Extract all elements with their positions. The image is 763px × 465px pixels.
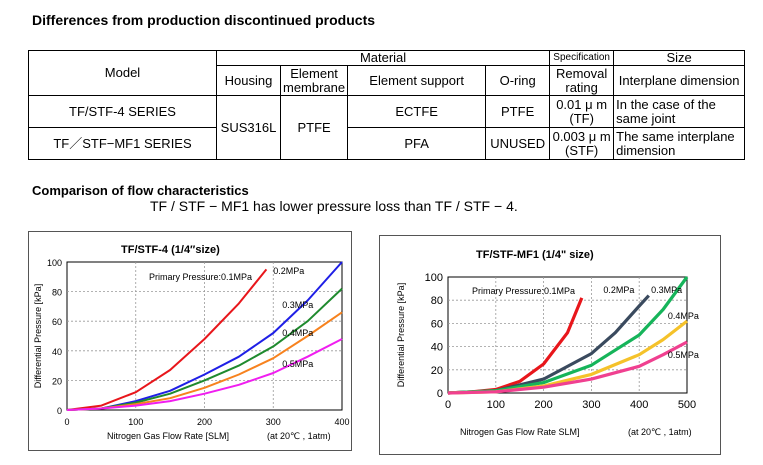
row2-support: PFA	[347, 127, 487, 160]
series-label: 0.4MPa	[668, 311, 699, 321]
section-heading-comparison: Comparison of flow characteristics	[32, 183, 249, 198]
spec-table: Model Material Specification Size Housin…	[28, 50, 746, 160]
row2-rating: 0.003 μ m (STF)	[549, 127, 615, 160]
row2-oring: UNUSED	[485, 127, 551, 160]
row1-size: In the case of the same joint	[613, 95, 746, 128]
conditions-note: (at 20℃ , 1atm)	[267, 431, 331, 441]
y-tick-label: 60	[52, 317, 62, 327]
x-tick-label: 300	[582, 399, 600, 411]
y-tick-label: 0	[437, 388, 443, 400]
series-label: 0.3MPa	[282, 300, 313, 310]
chart-title: TF/STF-MF1 (1/4" size)	[476, 249, 594, 261]
y-axis-label: Differential Pressure [kPa]	[33, 284, 43, 388]
y-tick-label: 20	[431, 365, 443, 377]
primary-pressure-annotation: Primary Pressure:0.1MPa	[149, 272, 252, 282]
comparison-subtitle: TF / STF − MF1 has lower pressure loss t…	[150, 198, 518, 214]
y-tick-label: 40	[52, 347, 62, 357]
section-heading-differences: Differences from production discontinued…	[32, 12, 376, 28]
row1-rating-line1: 0.01 μ m	[556, 96, 608, 112]
x-tick-label: 100	[487, 399, 505, 411]
series-label: 0.4MPa	[282, 328, 313, 338]
x-tick-label: 500	[678, 399, 696, 411]
chart-panel-tf-stf-mf1: 0 20 40 60 80 100 0 100 200 300 400 500 TF/STF-MF1 (…	[379, 235, 721, 455]
chart-tf-stf-mf1: 0 20 40 60 80 100 0 100 200 300 400 500 TF/STF-MF1 (…	[396, 249, 699, 437]
header-interplane-dimension: Interplane dimension	[613, 65, 746, 96]
row2-size-line1: The same interplane	[616, 128, 735, 144]
x-axis-label: Nitrogen Gas Flow Rate SLM]	[460, 427, 580, 437]
chart-title: TF/STF-4 (1/4″size)	[121, 244, 220, 256]
row1-size-line2: same joint	[616, 110, 676, 126]
y-tick-label: 100	[425, 272, 443, 284]
header-material: Material	[215, 50, 551, 66]
series-line-0.1MPa	[66, 268, 268, 411]
y-tick-label: 100	[47, 258, 62, 268]
header-removal-rating: Removal rating	[549, 65, 615, 96]
chart-tf-stf-4: 0 20 40 60 80 100 0 100 200 300 400 TF/STF-4 (1/4″s…	[33, 244, 350, 441]
series-label: 0.2MPa	[273, 266, 304, 276]
row2-size-line2: dimension	[616, 142, 676, 158]
x-tick-label: 200	[534, 399, 552, 411]
y-tick-label: 40	[431, 342, 443, 354]
series-line-0.5MPa	[66, 338, 343, 411]
row1-model: TF/STF-4 SERIES	[28, 95, 217, 128]
header-size: Size	[613, 50, 746, 66]
header-oring: O-ring	[485, 65, 551, 96]
y-tick-label: 80	[52, 288, 62, 298]
x-tick-label: 0	[445, 399, 451, 411]
row2-rating-line2: (STF)	[565, 142, 599, 158]
x-axis-label: Nitrogen Gas Flow Rate [SLM]	[107, 431, 229, 441]
row1-support: ECTFE	[347, 95, 487, 128]
row2-rating-line1: 0.003 μ m	[552, 128, 611, 144]
header-element-membrane: Element membrane	[279, 65, 349, 96]
x-tick-label: 200	[197, 417, 212, 427]
header-removal-line1: Removal	[555, 65, 608, 81]
header-model: Model	[28, 50, 217, 96]
y-tick-label: 60	[431, 318, 443, 330]
x-tick-label: 300	[266, 417, 281, 427]
header-element-membrane-line2: membrane	[283, 79, 346, 95]
series-line-0.5MPa	[447, 340, 688, 395]
header-specification: Specification	[549, 50, 615, 66]
x-tick-label: 0	[64, 417, 69, 427]
header-removal-line2: rating	[565, 79, 598, 95]
x-tick-label: 400	[334, 417, 349, 427]
y-tick-label: 0	[57, 406, 62, 416]
cell-housing: SUS316L	[216, 95, 281, 160]
cell-membrane: PTFE	[279, 95, 349, 160]
primary-pressure-annotation: Primary Pressure:0.1MPa	[472, 286, 575, 296]
series-label: 0.2MPa	[603, 285, 634, 295]
y-tick-label: 20	[52, 376, 62, 386]
row1-rating: 0.01 μ m (TF)	[549, 95, 615, 128]
header-element-membrane-line1: Element	[290, 65, 338, 81]
x-tick-label: 100	[128, 417, 143, 427]
x-tick-label: 400	[630, 399, 648, 411]
row1-rating-line2: (TF)	[569, 110, 594, 126]
row2-size: The same interplane dimension	[613, 127, 746, 160]
header-element-support: Element support	[347, 65, 487, 96]
y-axis-label: Differential Pressure [kPa]	[396, 283, 406, 387]
row2-model: TF／STF−MF1 SERIES	[28, 127, 217, 160]
series-label: 0.5MPa	[282, 359, 313, 369]
y-tick-label: 80	[431, 295, 443, 307]
chart-panel-tf-stf-4: 0 20 40 60 80 100 0 100 200 300 400 TF/STF-4 (1/4″s…	[28, 231, 352, 451]
header-housing: Housing	[216, 65, 281, 96]
series-label: 0.3MPa	[651, 285, 682, 295]
row1-oring: PTFE	[485, 95, 551, 128]
conditions-note: (at 20℃ , 1atm)	[628, 427, 692, 437]
series-label: 0.5MPa	[668, 350, 699, 360]
row1-size-line1: In the case of the	[616, 96, 716, 112]
